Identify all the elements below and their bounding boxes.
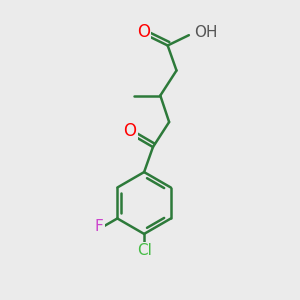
Text: F: F [94,220,103,235]
Text: Cl: Cl [137,244,152,259]
Text: O: O [123,122,136,140]
Text: OH: OH [194,25,218,40]
Text: O: O [137,22,150,40]
